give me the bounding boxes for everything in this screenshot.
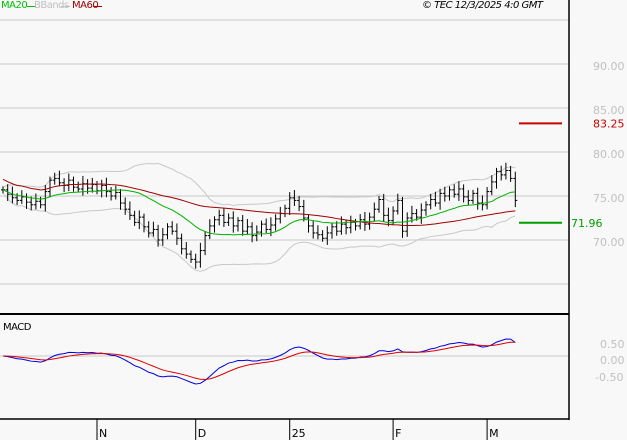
macd-line: [2, 338, 516, 385]
legend-ma60-swatch: [93, 6, 102, 7]
legend-bbands-swatch: [61, 6, 70, 7]
bband-lower-line: [2, 192, 516, 272]
price-marker-label: 83.25: [593, 117, 625, 130]
price-tick-label: 75.00: [593, 192, 625, 205]
price-tick-label: 70.00: [593, 236, 625, 249]
macd-tick-label: 0.50: [600, 338, 625, 351]
macd-signal-line: [2, 341, 516, 380]
x-tick-label: 25: [292, 427, 306, 440]
macd-tick-label: -0.50: [595, 371, 623, 384]
bband-upper-line: [2, 162, 516, 207]
legend-ma20: MA20: [1, 0, 28, 11]
macd-tick-label: 0.00: [600, 354, 625, 367]
x-tick-label: F: [395, 427, 401, 440]
macd-label: MACD: [3, 322, 31, 333]
x-tick-label: D: [198, 427, 206, 440]
x-tick-label: N: [99, 427, 107, 440]
x-tick-label: M: [489, 427, 499, 440]
price-marker-label: 71.96: [571, 217, 603, 230]
price-tick-label: 80.00: [593, 148, 625, 161]
legend-ma20-swatch: [27, 6, 36, 7]
ma60-line: [2, 178, 516, 227]
price-tick-label: 85.00: [593, 104, 625, 117]
legend-bbands: BBands: [34, 0, 69, 11]
ma20-line: [2, 189, 516, 236]
copyright: © TEC 12/3/2025 4:0 GMT: [422, 0, 543, 11]
legend-ma60: MA60: [72, 0, 99, 11]
price-tick-label: 90.00: [593, 60, 625, 73]
